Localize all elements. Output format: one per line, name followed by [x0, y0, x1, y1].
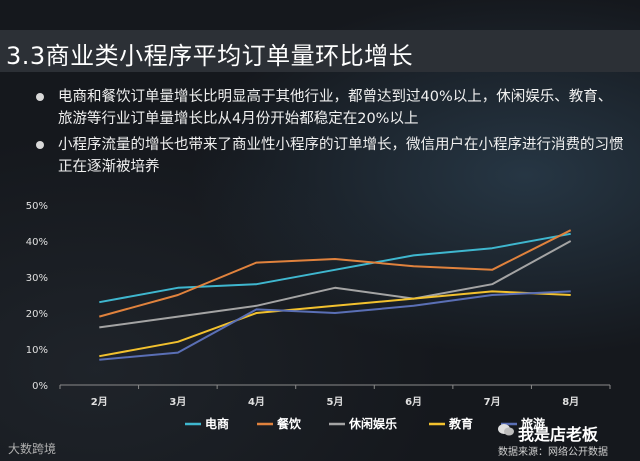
y-tick-label: 50%	[26, 201, 48, 212]
x-tick-label: 5月	[327, 396, 344, 408]
bullet-item: 小程序流量的增长也带来了商业性小程序的订单增长，微信用户在小程序进行消费的习惯正…	[36, 134, 626, 178]
bullet-dot-icon	[36, 93, 44, 101]
bullet-dot-icon	[36, 141, 44, 149]
legend-label: 旅游	[521, 416, 545, 431]
y-axis: 0% 10% 20% 30% 40% 50%	[26, 201, 48, 392]
bullet-text: 小程序流量的增长也带来了商业性小程序的订单增长，微信用户在小程序进行消费的习惯正…	[58, 137, 624, 175]
line-chart: 0% 10% 20% 30% 40% 50% 2月 3月 4月 5月 6月 7月 8月 电商 餐饮 休闲娱…	[26, 201, 611, 431]
series-line	[99, 232, 571, 304]
series-line	[99, 229, 572, 318]
x-tick-label: 7月	[484, 396, 501, 408]
brand-name: 我是店老板	[518, 425, 599, 444]
y-tick-label: 40%	[26, 237, 48, 248]
y-tick-label: 20%	[26, 309, 48, 320]
wechat-icon	[498, 424, 514, 436]
x-axis: 2月 3月 4月 5月 6月 7月 8月	[59, 384, 611, 408]
bullet-list: 电商和餐饮订单量增长比明显高于其他行业，都曾达到过40%以上，休闲娱乐、教育、旅…	[36, 86, 626, 182]
series-line	[99, 290, 571, 358]
title-bar	[0, 30, 640, 72]
data-source: 数据来源：网络公开数据	[498, 447, 608, 458]
x-tick-label: 4月	[248, 396, 265, 408]
legend: 电商 餐饮 休闲娱乐 教育 旅游	[185, 416, 545, 431]
legend-label: 教育	[448, 416, 473, 431]
watermark-logo: 大数跨境	[8, 442, 57, 456]
series-line	[99, 240, 572, 329]
series-line	[99, 290, 571, 361]
y-tick-label: 30%	[26, 273, 48, 284]
page-title: 3.3商业类小程序平均订单量环比增长	[6, 42, 414, 70]
legend-label: 休闲娱乐	[348, 416, 397, 431]
y-tick-label: 0%	[32, 381, 48, 392]
x-tick-label: 2月	[91, 396, 108, 408]
x-tick-label: 8月	[562, 396, 579, 408]
y-tick-label: 10%	[26, 345, 48, 356]
bullet-text: 电商和餐饮订单量增长比明显高于其他行业，都曾达到过40%以上，休闲娱乐、教育、旅…	[58, 89, 613, 127]
bullet-item: 电商和餐饮订单量增长比明显高于其他行业，都曾达到过40%以上，休闲娱乐、教育、旅…	[36, 86, 626, 130]
legend-label: 餐饮	[277, 416, 302, 431]
legend-label: 电商	[205, 416, 229, 431]
series-lines	[99, 229, 572, 361]
x-tick-label: 6月	[405, 396, 422, 408]
x-tick-label: 3月	[169, 396, 186, 408]
